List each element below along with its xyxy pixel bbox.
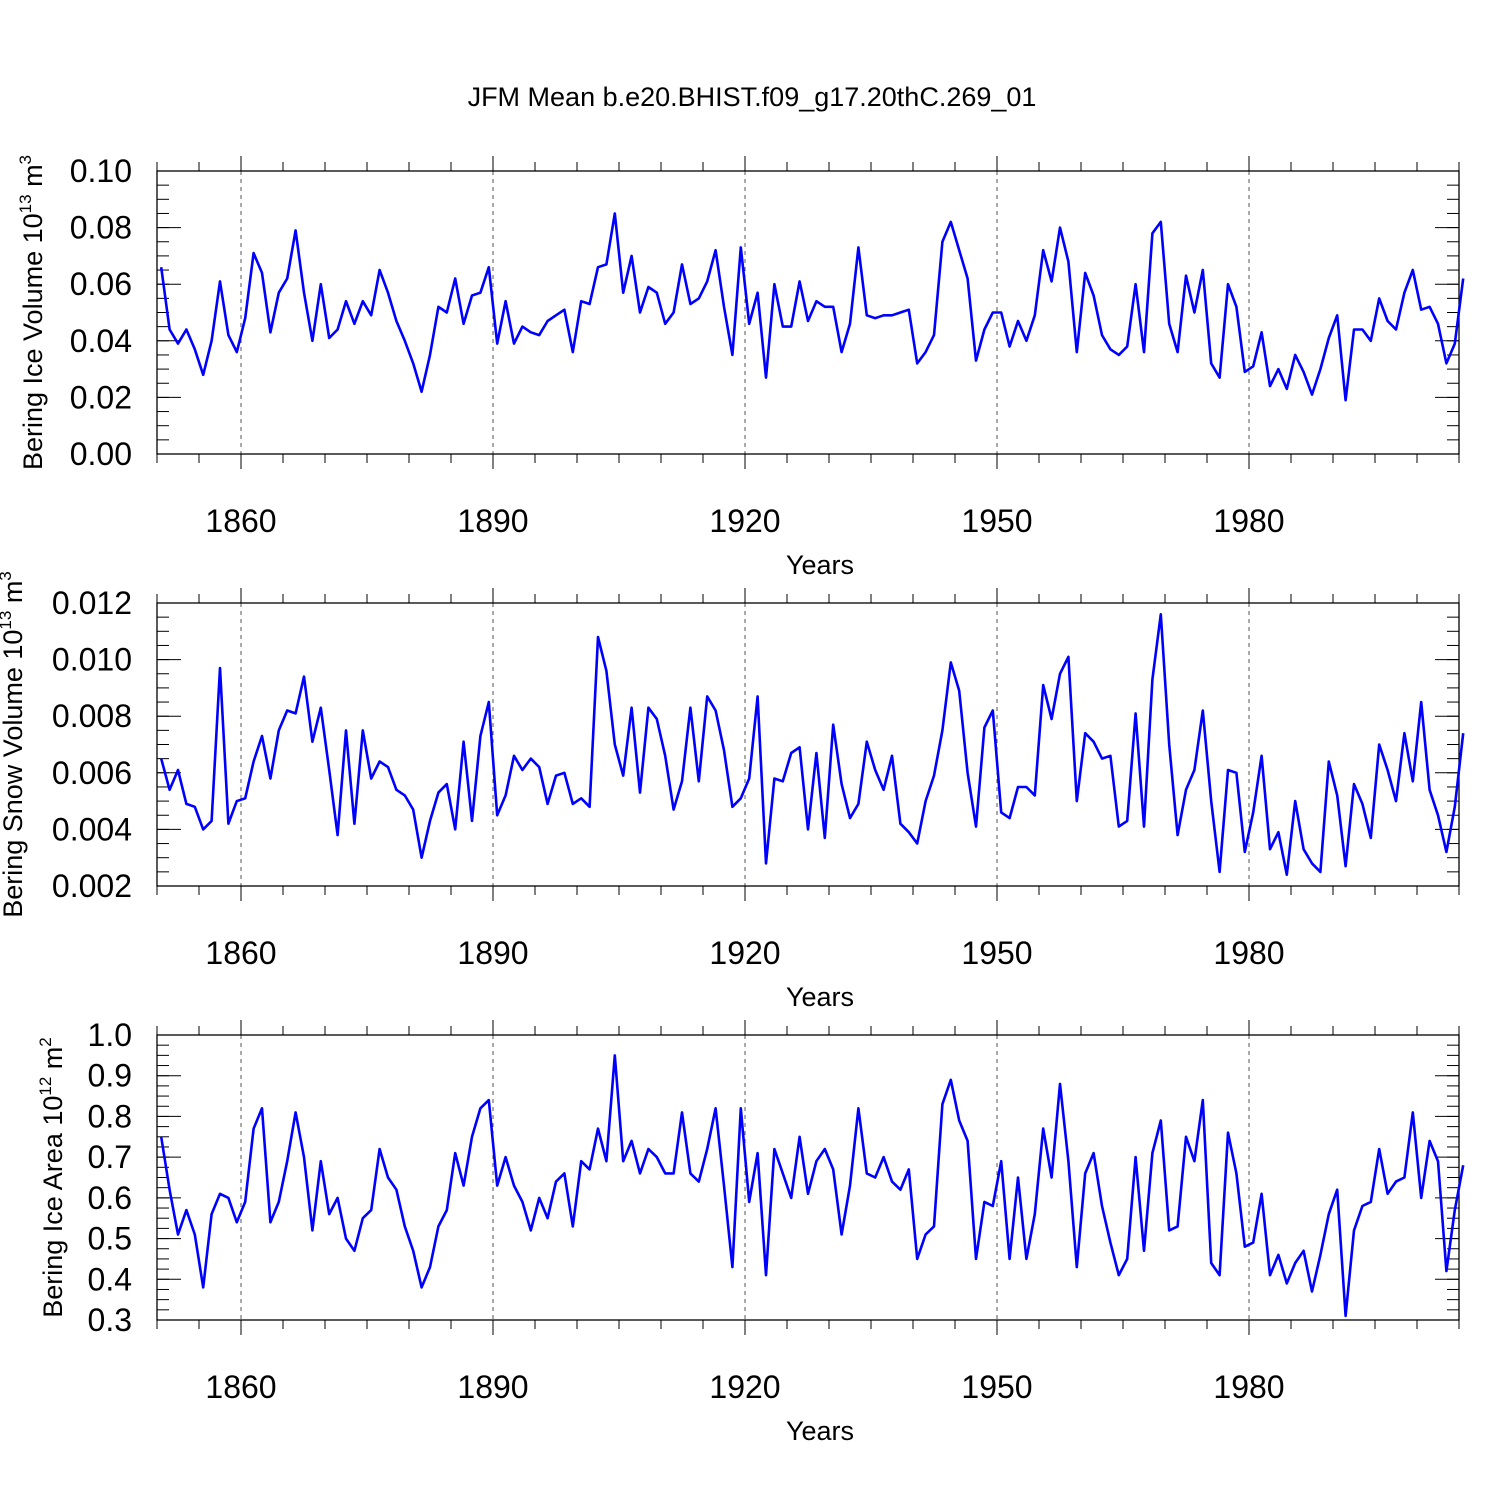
x-tick-label: 1860 [205, 935, 276, 971]
y-tick-label: 0.6 [88, 1180, 132, 1216]
y-tick-label: 0.8 [88, 1098, 132, 1134]
y-tick-label: 0.5 [88, 1221, 132, 1257]
x-tick-label: 1890 [457, 1369, 528, 1405]
x-tick-label: 1860 [205, 1369, 276, 1405]
y-axis-title: Bering Ice Volume 1013 m3 [16, 155, 48, 470]
plot-frame [156, 602, 1460, 887]
y-axis-title: Bering Ice Area 1012 m2 [36, 1037, 68, 1318]
x-tick-label: 1980 [1213, 1369, 1284, 1405]
x-tick-label: 1890 [457, 935, 528, 971]
x-tick-label: 1920 [709, 935, 780, 971]
y-tick-label: 0.008 [52, 698, 132, 734]
x-tick-label: 1860 [205, 503, 276, 539]
x-axis-title: Years [786, 982, 854, 1012]
y-tick-label: 0.3 [88, 1302, 132, 1338]
series-line-snow-volume [159, 612, 1465, 877]
x-tick-label: 1980 [1213, 935, 1284, 971]
chart-panel-ice-volume: 1860 1890 1920 1950 1980 Years 0.00 0.02 0.04 0.0… [16, 153, 1465, 580]
x-axis-title: Years [786, 550, 854, 580]
y-tick-label: 0.7 [88, 1139, 132, 1175]
y-tick-label: 0.4 [88, 1261, 132, 1297]
y-tick-label: 0.02 [70, 379, 132, 415]
y-tick-label: 0.004 [52, 811, 132, 847]
y-tick-label: 1.0 [88, 1017, 132, 1053]
x-axis-title: Years [786, 1416, 854, 1446]
chart-panel-ice-area: 1860 1890 1920 1950 1980 Years 0.3 0.4 0.5 0.6 0.7… [36, 1017, 1465, 1446]
y-tick-label: 0.012 [52, 585, 132, 621]
plot-frame [156, 1034, 1460, 1321]
x-tick-label: 1920 [709, 1369, 780, 1405]
y-tick-label: 0.10 [70, 153, 132, 189]
x-tick-label: 1950 [961, 935, 1032, 971]
x-tick-label: 1920 [709, 503, 780, 539]
x-tick-label: 1980 [1213, 503, 1284, 539]
y-axis-title: Bering Snow Volume 1013 m3 [0, 571, 28, 918]
y-tick-label: 0.00 [70, 436, 132, 472]
y-tick-label: 0.9 [88, 1058, 132, 1094]
y-tick-label: 0.04 [70, 323, 132, 359]
y-tick-label: 0.006 [52, 755, 132, 791]
x-tick-label: 1950 [961, 1369, 1032, 1405]
x-tick-label: 1950 [961, 503, 1032, 539]
chart-panel-snow-volume: 1860 1890 1920 1950 1980 Years 0.002 0.004 0.006… [0, 571, 1465, 1012]
plot-frame [156, 170, 1460, 455]
x-tick-label: 1890 [457, 503, 528, 539]
y-tick-label: 0.002 [52, 868, 132, 904]
y-tick-label: 0.08 [70, 210, 132, 246]
series-line-ice-area [159, 1054, 1465, 1318]
series-line-ice-volume [159, 212, 1465, 402]
y-tick-label: 0.06 [70, 266, 132, 302]
chart-title: JFM Mean b.e20.BHIST.f09_g17.20thC.269_0… [468, 82, 1037, 112]
y-tick-label: 0.010 [52, 642, 132, 678]
